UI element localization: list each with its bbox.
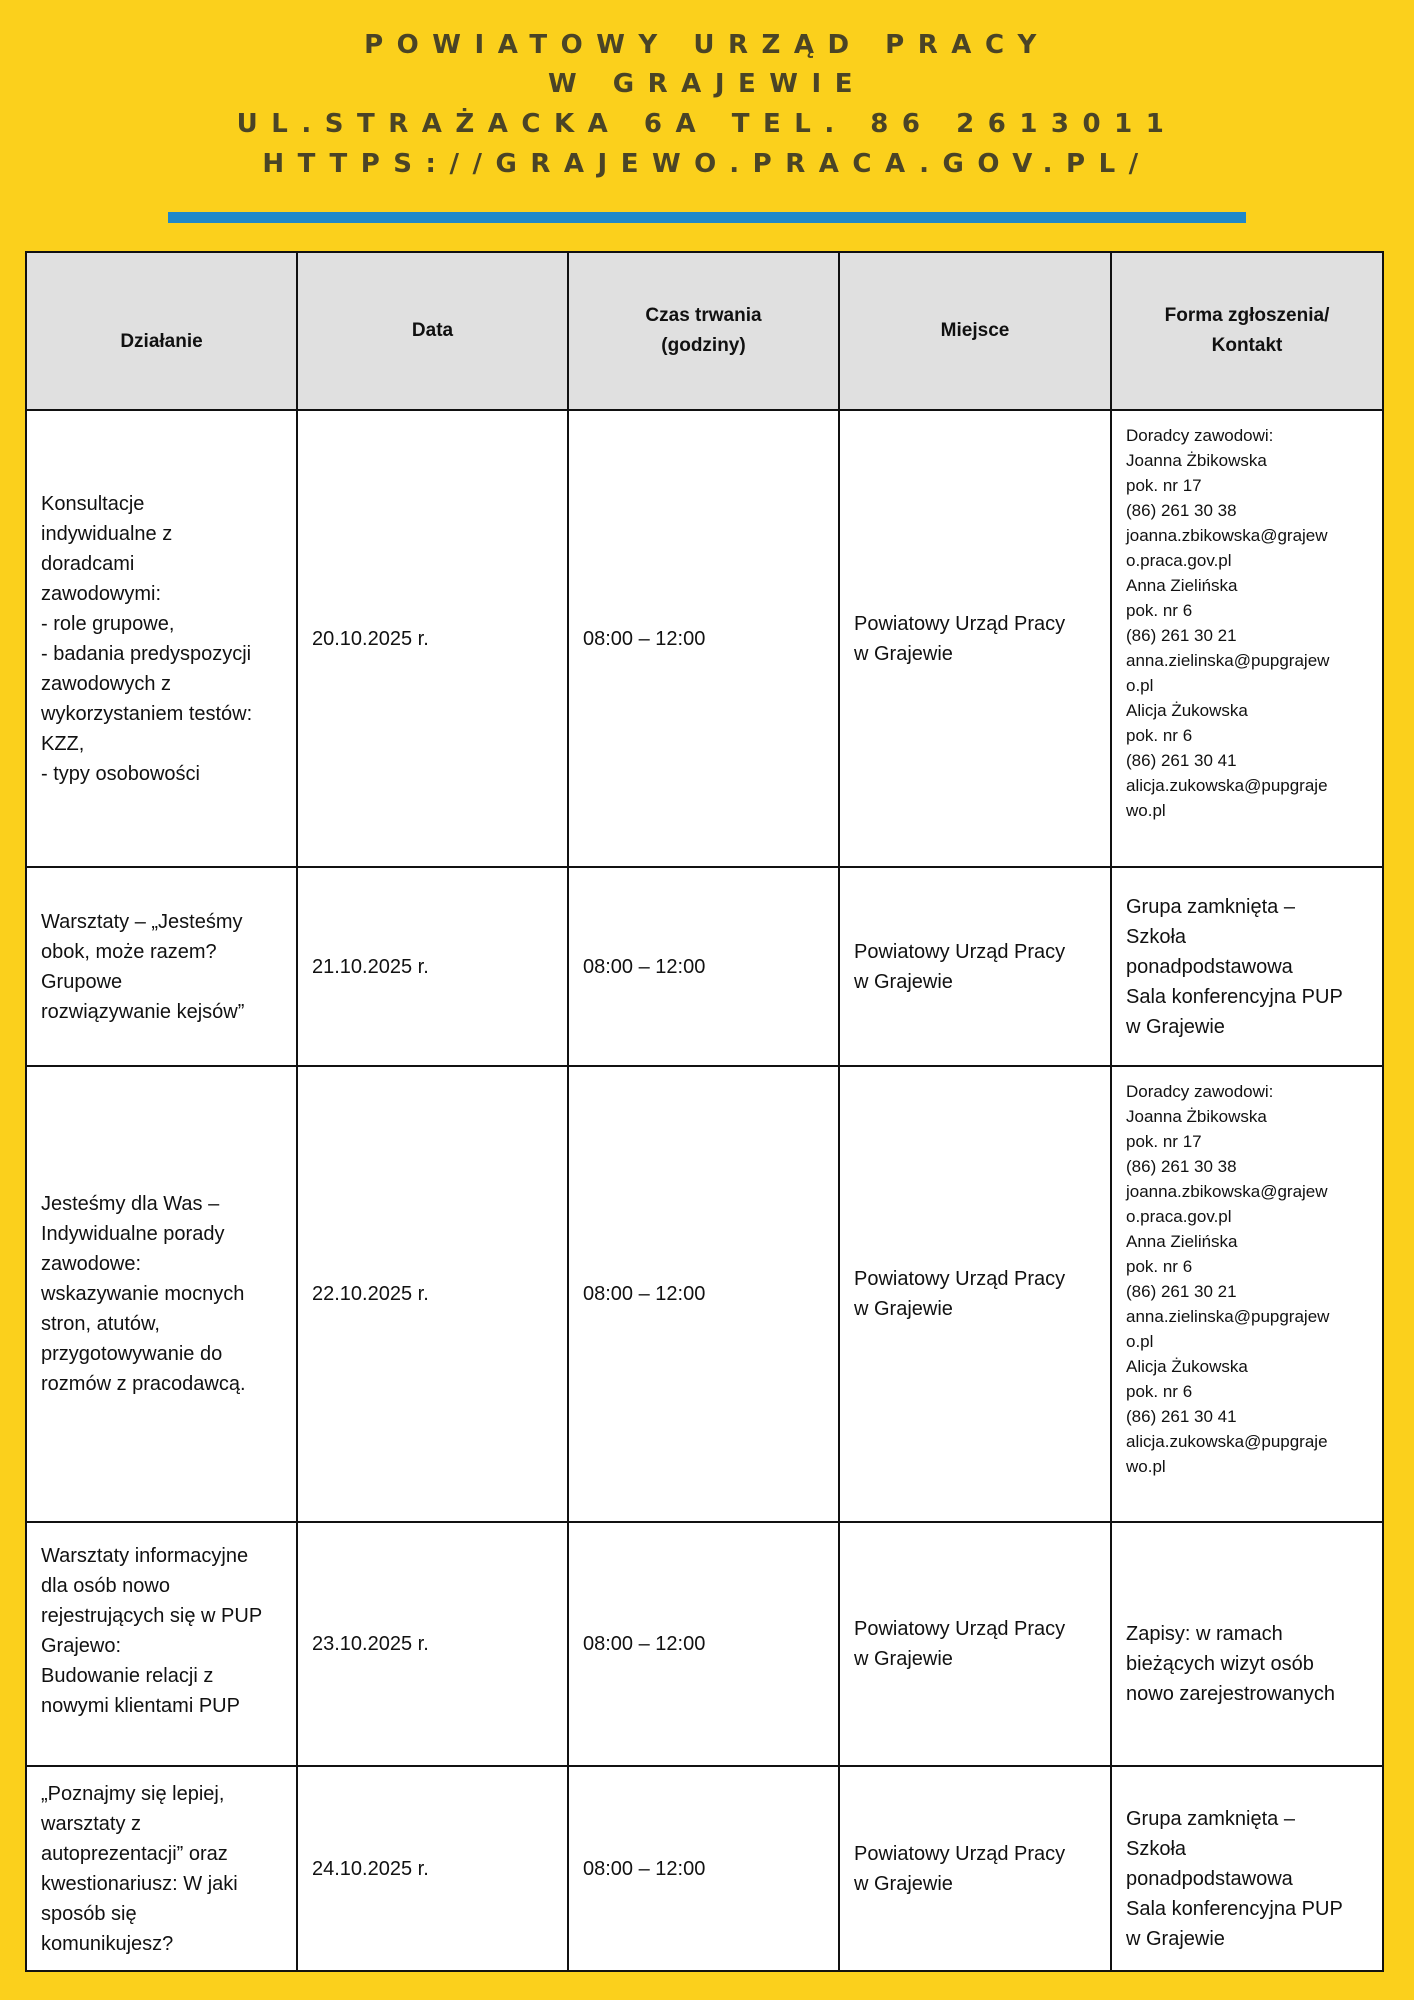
cell-action: Warsztaty – „Jesteśmy obok, może razem? … <box>25 866 298 1067</box>
table-header-row: Działanie Data Czas trwania (godziny) Mi… <box>25 251 1384 411</box>
cell-date: 22.10.2025 r. <box>296 1065 569 1523</box>
cell-place: Powiatowy Urząd Pracy w Grajewie <box>838 1065 1112 1523</box>
cell-place: Powiatowy Urząd Pracy w Grajewie <box>838 1521 1112 1767</box>
table-row: „Poznajmy się lepiej, warsztaty z autopr… <box>25 1765 1384 1972</box>
cell-date: 24.10.2025 r. <box>296 1765 569 1972</box>
cell-time: 08:00 – 12:00 <box>567 866 840 1067</box>
cell-date: 23.10.2025 r. <box>296 1521 569 1767</box>
header-url[interactable]: HTTPS://GRAJEWO.PRACA.GOV.PL/ <box>262 149 1152 179</box>
cell-time: 08:00 – 12:00 <box>567 409 840 868</box>
column-header-action: Działanie <box>25 251 298 411</box>
cell-contact: Doradcy zawodowi: Joanna Żbikowska pok. … <box>1110 409 1384 868</box>
cell-time: 08:00 – 12:00 <box>567 1765 840 1972</box>
column-header-place: Miejsce <box>838 251 1112 411</box>
cell-contact: Grupa zamknięta – Szkoła ponadpodstawowa… <box>1110 866 1384 1067</box>
table-row: Konsultacje indywidualne z doradcami zaw… <box>25 409 1384 868</box>
column-header-duration: Czas trwania (godziny) <box>567 251 840 411</box>
column-header-date: Data <box>296 251 569 411</box>
cell-action: Warsztaty informacyjne dla osób nowo rej… <box>25 1521 298 1767</box>
cell-time: 08:00 – 12:00 <box>567 1521 840 1767</box>
table-row: Jesteśmy dla Was – Indywidualne porady z… <box>25 1065 1384 1523</box>
cell-contact: Zapisy: w ramach bieżących wizyt osób no… <box>1110 1521 1384 1767</box>
schedule-table: Działanie Data Czas trwania (godziny) Mi… <box>25 251 1384 1972</box>
header-title: POWIATOWY URZĄD PRACY <box>364 30 1050 60</box>
table-row: Warsztaty – „Jesteśmy obok, może razem? … <box>25 866 1384 1067</box>
header-address: UL.STRAŻACKA 6A TEL. 86 2613011 <box>236 109 1178 139</box>
cell-date: 21.10.2025 r. <box>296 866 569 1067</box>
cell-action: Konsultacje indywidualne z doradcami zaw… <box>25 409 298 868</box>
cell-place: Powiatowy Urząd Pracy w Grajewie <box>838 1765 1112 1972</box>
cell-place: Powiatowy Urząd Pracy w Grajewie <box>838 866 1112 1067</box>
cell-date: 20.10.2025 r. <box>296 409 569 868</box>
column-header-contact: Forma zgłoszenia/ Kontakt <box>1110 251 1384 411</box>
accent-divider <box>168 212 1246 223</box>
header-city: W GRAJEWIE <box>548 69 866 99</box>
table-row: Warsztaty informacyjne dla osób nowo rej… <box>25 1521 1384 1767</box>
cell-action: Jesteśmy dla Was – Indywidualne porady z… <box>25 1065 298 1523</box>
cell-contact: Doradcy zawodowi: Joanna Żbikowska pok. … <box>1110 1065 1384 1523</box>
cell-contact: Grupa zamknięta – Szkoła ponadpodstawowa… <box>1110 1765 1384 1972</box>
cell-time: 08:00 – 12:00 <box>567 1065 840 1523</box>
cell-place: Powiatowy Urząd Pracy w Grajewie <box>838 409 1112 868</box>
cell-action: „Poznajmy się lepiej, warsztaty z autopr… <box>25 1765 298 1972</box>
